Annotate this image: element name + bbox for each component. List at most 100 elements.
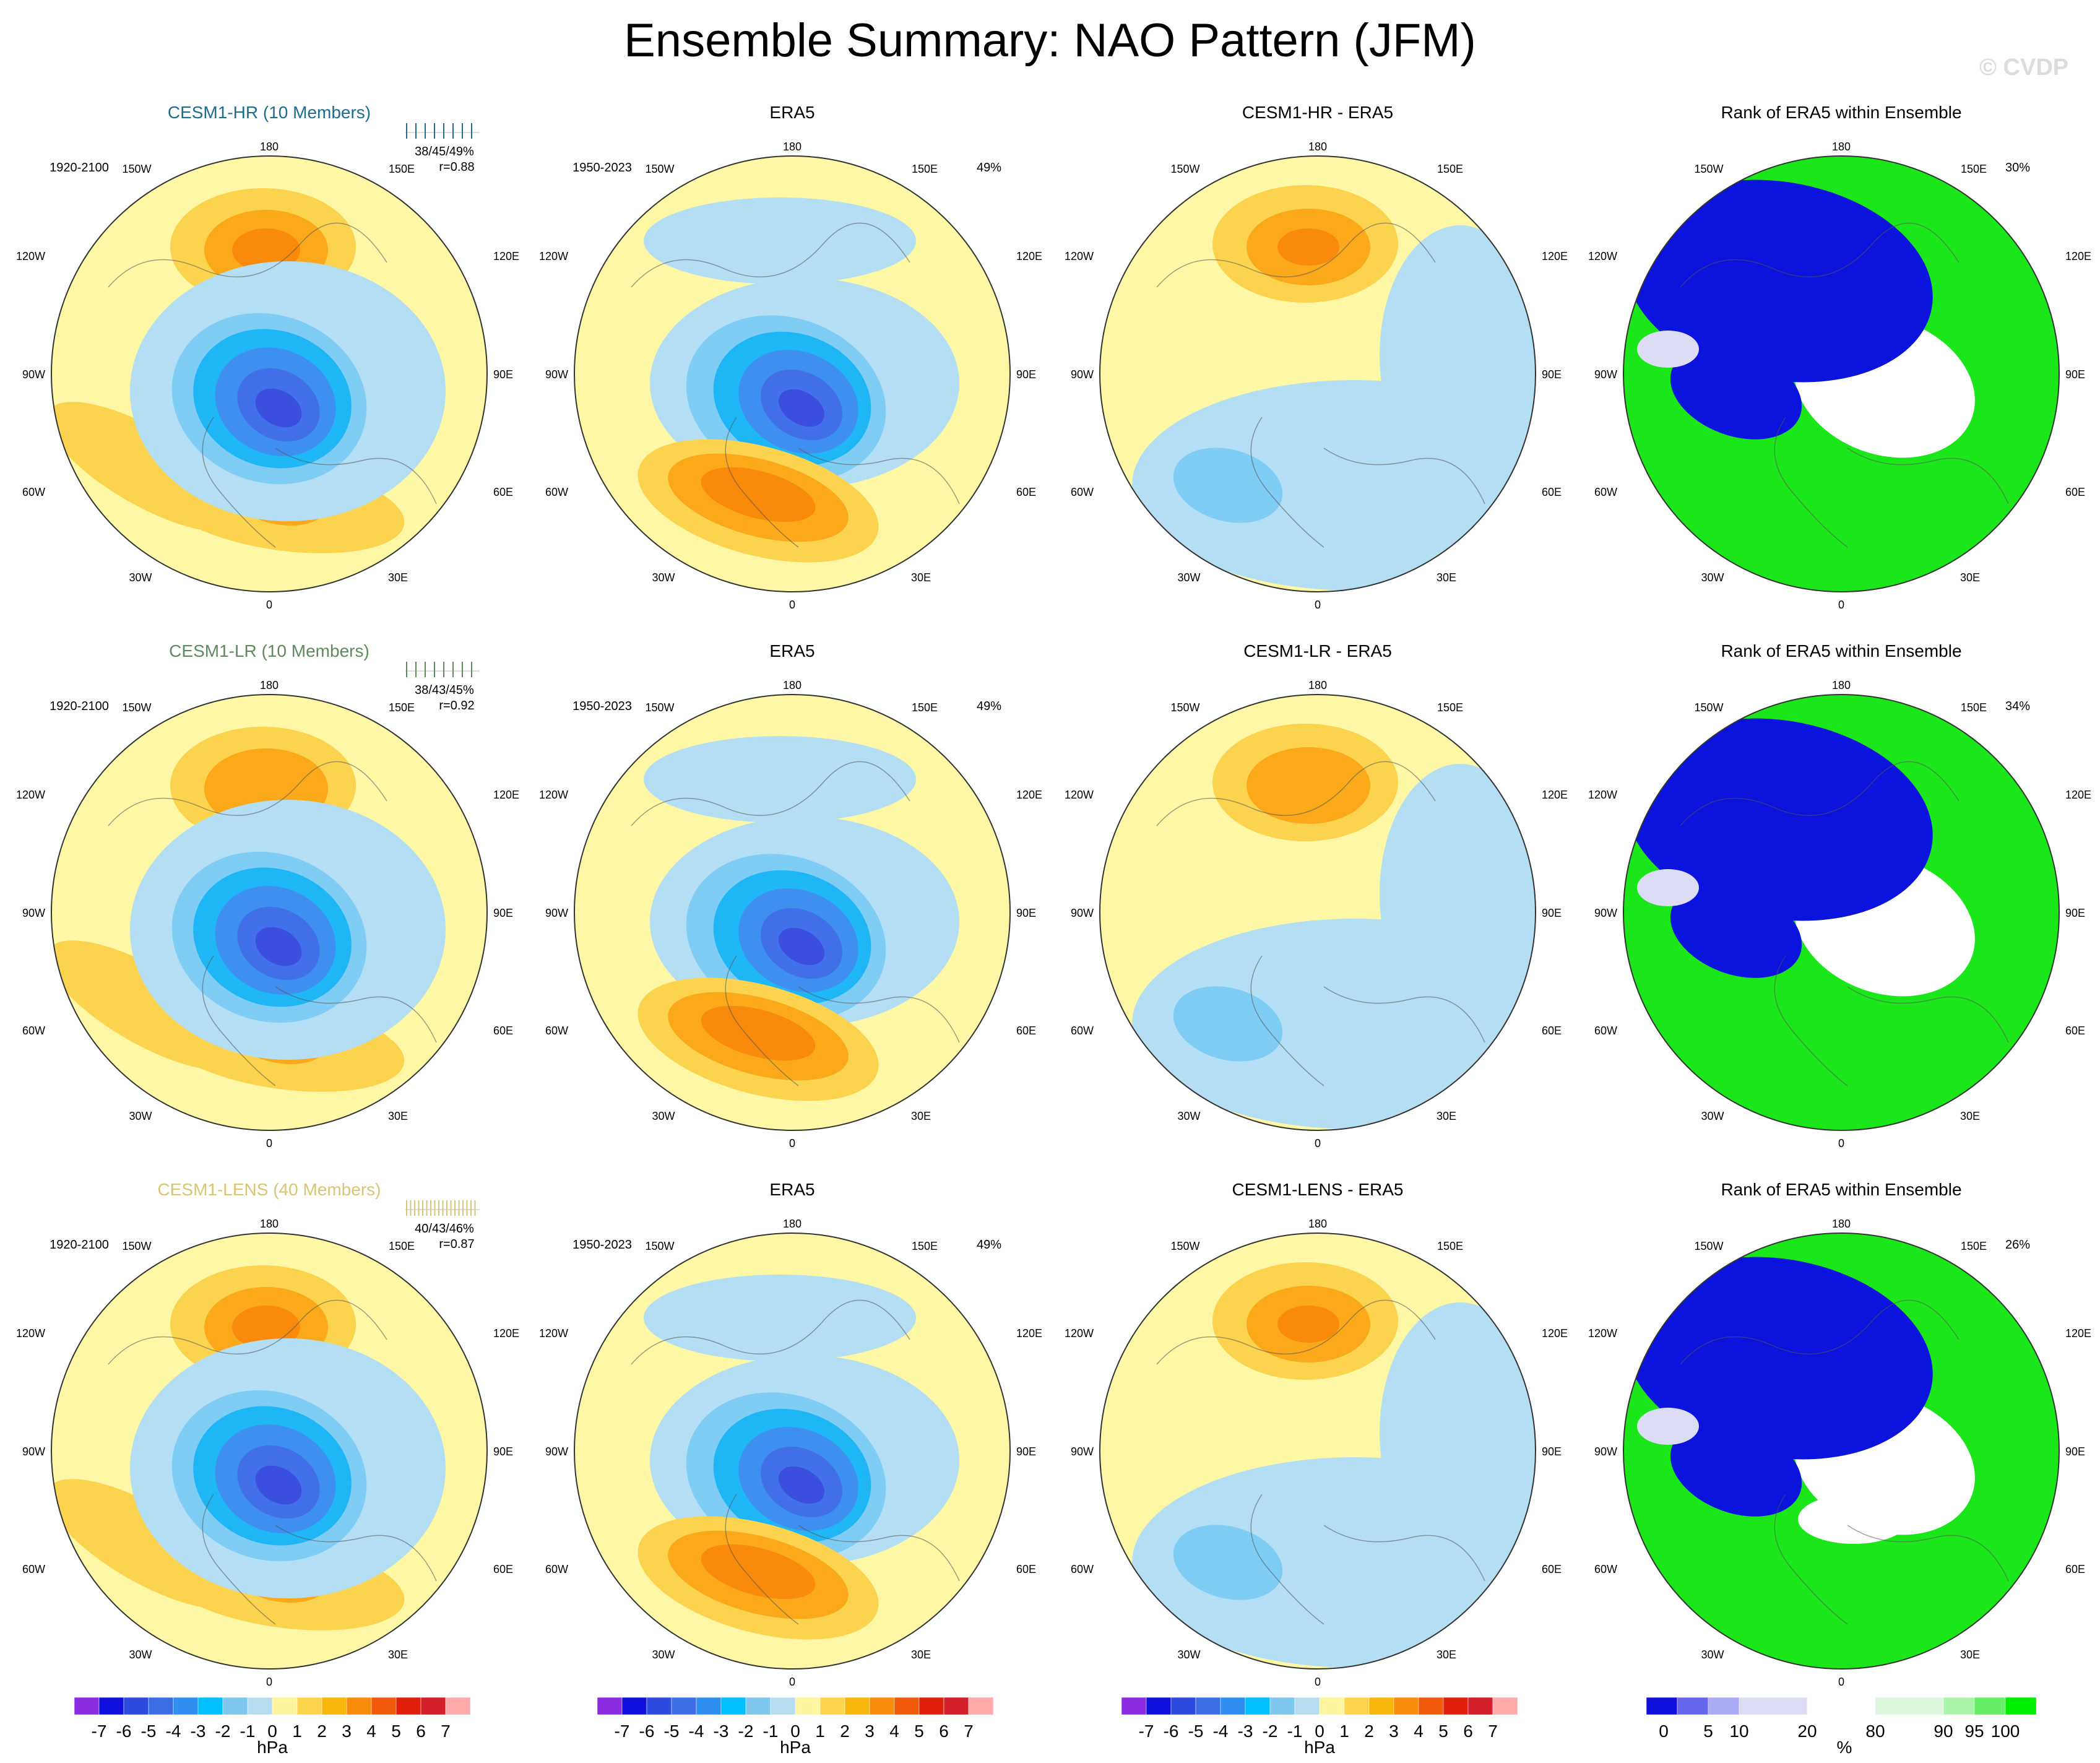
lon-label-top: 180 [1832,679,1851,691]
negative-contour-0hpa [644,736,916,823]
obs-period: 1950-2023 [573,1238,632,1252]
colorbar-tick-label: 2 [840,1722,850,1741]
colorbar-swatch [1646,1697,1678,1715]
member-tick-strip [405,123,480,139]
positive-contour-3hpa [232,228,300,272]
lon-label-left-high: 120W [539,250,568,262]
map-field [1623,1233,2059,1669]
negative-contour-0hpa [644,197,916,284]
lon-label-upper-right: 150E [1437,163,1463,175]
lon-label-lower-left: 30W [652,1648,675,1661]
lon-label-lower-right: 30E [388,571,408,584]
colorbar-swatch [1121,1697,1147,1715]
colorbar-swatch [720,1697,746,1715]
coastline [1680,761,2009,1086]
map-panel-rank-3: 180 0 150W 150E 120W 120E 90W 90E 60W 60E 30W 30E Ra… [1588,1180,2091,1688]
colorbar-tick-label: -1 [1287,1722,1303,1741]
lon-label-right-mid: 90E [2065,907,2085,919]
colorbar-tick-label: 5 [1438,1722,1448,1741]
colorbar-tick-label: 5 [1703,1722,1713,1741]
map-field [574,156,1010,592]
map-border [51,694,488,1131]
rank-title: Rank of ERA5 within Ensemble [1721,1180,1961,1199]
coastline [631,1299,960,1625]
colorbar-swatch [148,1697,174,1715]
negative-contour-1hpa [1173,1525,1283,1600]
negative-contour-0hpa [1380,1302,1536,1562]
model-pc-stats: 40/43/46% [415,1222,474,1236]
lon-label-upper-right: 150E [1961,163,1987,175]
negative-contour-5hpa [779,1466,824,1504]
colorbar-tick-label: -2 [215,1722,231,1741]
colorbar-swatch [395,1697,421,1715]
lon-label-lower-left: 30W [1177,1110,1200,1122]
lon-label-bottom: 0 [789,1137,795,1150]
negative-contour-0hpa [644,1275,916,1361]
lon-label-left-mid: 90W [22,1445,45,1458]
lon-label-right-high: 120E [2065,789,2091,801]
lon-label-left-mid: 90W [545,907,568,919]
lon-label-bottom: 0 [789,599,795,611]
map-panel-diff-2: 180 0 150W 150E 120W 120E 90W 90E 60W 60E 30W 30E CE… [1065,641,1568,1150]
map-border [1099,1232,1536,1670]
model-period: 1920-2100 [50,1238,109,1252]
colorbar-swatch [621,1697,647,1715]
map-panel-model-2: 180 0 150W 150E 120W 120E 90W 90E 60W 60E 30W 30E CE… [16,641,519,1150]
lon-label-right-low: 60E [1016,486,1036,498]
map-field [51,1233,487,1669]
obs-title: ERA5 [769,1180,815,1199]
colorbar-swatch [296,1697,322,1715]
lon-label-top: 180 [783,141,802,153]
map-field [1623,695,2059,1130]
colorbar-tick-label: -5 [141,1722,157,1741]
map-panel-diff-3: 180 0 150W 150E 120W 120E 90W 90E 60W 60E 30W 30E CE… [1065,1180,1568,1688]
map-border [574,694,1011,1131]
lon-label-right-high: 120E [1016,1327,1042,1340]
colorbar-swatch [346,1697,372,1715]
lon-label-left-mid: 90W [1594,368,1617,381]
rank-pct: 30% [2005,161,2030,175]
lon-label-top: 180 [260,679,279,691]
lon-label-left-high: 120W [16,789,45,801]
colorbar-tick-label: -7 [92,1722,107,1741]
lon-label-lower-left: 30W [652,1110,675,1122]
lon-label-lower-right: 30E [911,571,931,584]
colorbar-tick-label: -2 [1263,1722,1278,1741]
lon-label-bottom: 0 [789,1676,795,1688]
model-pattern-corr: r=0.87 [439,1237,474,1251]
colorbar-swatch [1245,1697,1271,1715]
colorbar-tick-label: -6 [1164,1722,1179,1741]
colorbar-tick-label: -2 [738,1722,754,1741]
lon-label-top: 180 [1308,679,1327,691]
colorbar-swatch [74,1697,100,1715]
lon-label-upper-right: 150E [1961,1240,1987,1252]
obs-pct-variance: 49% [977,1238,1001,1252]
rank-colorbar: 0 5 10 20 80 90 95 100% [1646,1697,2037,1757]
lon-label-bottom: 0 [266,1137,272,1150]
lon-label-lower-right: 30E [911,1648,931,1661]
lon-label-upper-left: 150W [1694,163,1723,175]
map-field [51,695,487,1130]
rank-high-region [1947,1253,2059,1600]
colorbar-swatch [197,1697,223,1715]
positive-contour-2hpa [1247,747,1370,824]
colorbar-swatch [1467,1697,1493,1715]
diff-title: CESM1-LENS - ERA5 [1232,1180,1404,1199]
lon-label-lower-right: 30E [1960,571,1980,584]
coastline [1156,761,1485,1086]
model-pattern-corr: r=0.92 [439,699,474,713]
coastline [631,761,960,1086]
lon-label-upper-right: 150E [389,701,415,714]
obs-pct-variance: 49% [977,161,1001,175]
colorbar-tick-label: -1 [763,1722,779,1741]
lon-label-right-high: 120E [2065,1327,2091,1340]
rank-low-region [1626,180,1933,383]
lon-label-right-low: 60E [2065,486,2085,498]
colorbar-swatch [1418,1697,1444,1715]
lon-label-bottom: 0 [1315,1676,1321,1688]
colorbar-tick-label: 1 [815,1722,825,1741]
colorbar-swatch [1708,1697,1740,1715]
lon-label-upper-left: 150W [1694,1240,1723,1252]
colorbar-tick-label: 7 [964,1722,974,1741]
colorbar-tick-label: 1 [1339,1722,1349,1741]
